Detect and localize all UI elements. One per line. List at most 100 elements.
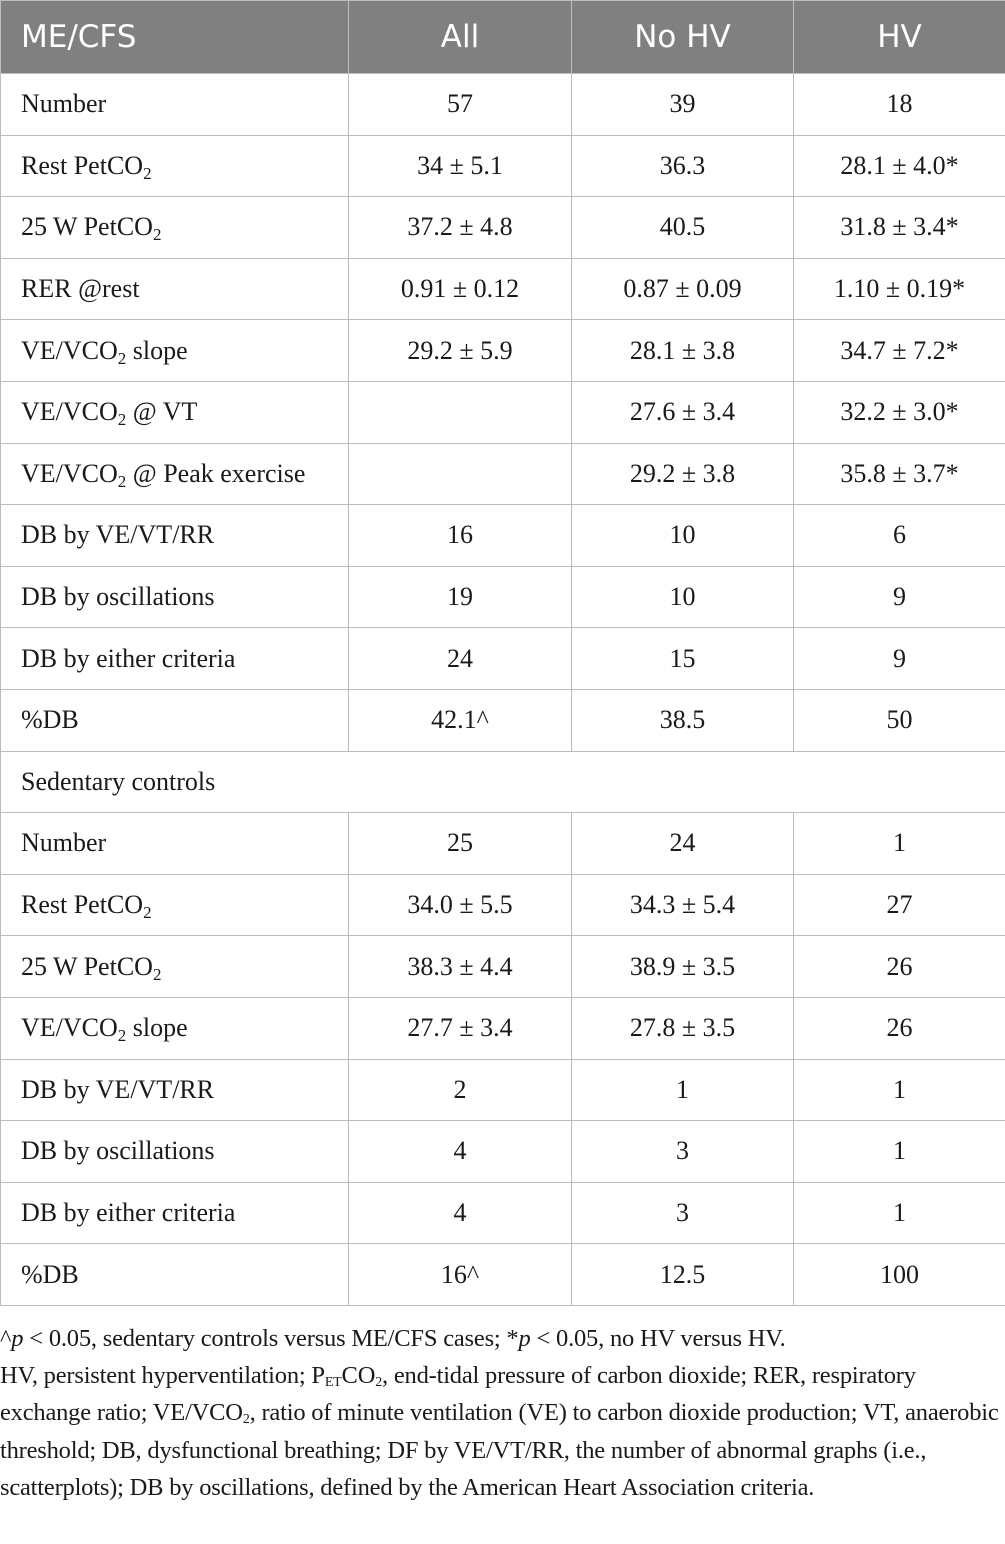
- cell-hv: 18: [793, 73, 1005, 136]
- row-label: 25 W PetCO2: [0, 935, 349, 998]
- cell-hv: 34.7 ± 7.2*: [793, 319, 1005, 382]
- cell-all: 25: [348, 812, 572, 875]
- cell-no-hv: 0.87 ± 0.09: [571, 257, 794, 321]
- cell-no-hv: 10: [571, 565, 794, 629]
- cell-all: 42.1^: [348, 688, 572, 752]
- table-row: %DB 42.1^ 38.5 50: [0, 688, 1005, 752]
- cell-hv: 1: [793, 812, 1005, 875]
- label-subscript: 2: [143, 903, 152, 923]
- row-label: %DB: [0, 688, 349, 752]
- label-subscript: 2: [143, 163, 152, 183]
- cell-all: [348, 442, 572, 506]
- cell-no-hv: 10: [571, 504, 794, 567]
- label-text: @ Peak exercise: [126, 458, 306, 488]
- cell-all: 27.7 ± 3.4: [348, 996, 572, 1060]
- row-label: 25 W PetCO2: [0, 196, 349, 259]
- fn-p: p: [11, 1324, 24, 1352]
- cell-no-hv: 27.6 ± 3.4: [571, 380, 794, 444]
- row-label: DB by VE/VT/RR: [0, 1058, 349, 1122]
- fn-sub: 2: [242, 1412, 250, 1428]
- label-text: DB by oscillations: [21, 582, 215, 612]
- cell-all: 4: [348, 1181, 572, 1245]
- label-text: DB by oscillations: [21, 1136, 215, 1166]
- label-text: @ VT: [126, 397, 198, 427]
- table-row: Number 57 39 18: [0, 73, 1005, 136]
- section-label: Sedentary controls: [0, 750, 1005, 814]
- row-label: DB by either criteria: [0, 1181, 349, 1245]
- table-row: VE/VCO2 slope 27.7 ± 3.4 27.8 ± 3.5 26: [0, 996, 1005, 1060]
- cell-no-hv: 40.5: [571, 196, 794, 259]
- row-label: %DB: [0, 1243, 349, 1306]
- row-label: DB by oscillations: [0, 565, 349, 629]
- table-row: Rest PetCO2 34 ± 5.1 36.3 28.1 ± 4.0*: [0, 134, 1005, 198]
- table-row: VE/VCO2 @ VT 27.6 ± 3.4 32.2 ± 3.0*: [0, 380, 1005, 444]
- cell-no-hv: 1: [571, 1058, 794, 1122]
- cell-all: 34 ± 5.1: [348, 134, 572, 198]
- row-label: Rest PetCO2: [0, 873, 349, 937]
- table-row: DB by either criteria 24 15 9: [0, 627, 1005, 690]
- label-text: Number: [21, 89, 107, 119]
- cell-hv: 1: [793, 1058, 1005, 1122]
- label-text: %DB: [21, 705, 79, 735]
- table-footnotes: ^p < 0.05, sedentary controls versus ME/…: [0, 1320, 1005, 1506]
- cell-no-hv: 12.5: [571, 1243, 794, 1306]
- cell-all: 19: [348, 565, 572, 629]
- label-text: Rest PetCO: [21, 890, 144, 920]
- row-label: VE/VCO2 slope: [0, 996, 349, 1060]
- label-text: slope: [126, 1013, 188, 1043]
- table-row: DB by VE/VT/RR 16 10 6: [0, 504, 1005, 567]
- label-subscript: 2: [117, 1026, 127, 1046]
- fn-sub: 2: [375, 1375, 382, 1391]
- row-label: RER @rest: [0, 257, 349, 321]
- fn-text: CO: [341, 1362, 376, 1390]
- cell-hv: 31.8 ± 3.4*: [793, 196, 1005, 259]
- cell-hv: 35.8 ± 3.7*: [793, 442, 1005, 506]
- label-text: %DB: [21, 1259, 79, 1289]
- header-all: All: [348, 0, 572, 74]
- cell-all: 38.3 ± 4.4: [348, 935, 572, 998]
- results-table: ME/CFS All No HV HV Number 57 39 18 Rest Pet…: [0, 0, 1005, 1306]
- label-text: VE/VCO: [21, 397, 118, 427]
- row-label: DB by oscillations: [0, 1120, 349, 1183]
- table-row: VE/VCO2 slope 29.2 ± 5.9 28.1 ± 3.8 34.7 ± …: [0, 319, 1005, 382]
- label-text: RER @rest: [21, 274, 140, 304]
- cell-hv: 26: [793, 935, 1005, 998]
- label-text: DB by VE/VT/RR: [21, 520, 215, 550]
- cell-all: 34.0 ± 5.5: [348, 873, 572, 937]
- cell-all: 4: [348, 1120, 572, 1183]
- cell-all: 16: [348, 504, 572, 567]
- cell-hv: 27: [793, 873, 1005, 937]
- cell-no-hv: 24: [571, 812, 794, 875]
- fn-text: < 0.05, sedentary controls versus ME/CFS…: [23, 1324, 519, 1352]
- row-label: VE/VCO2 @ VT: [0, 380, 349, 444]
- cell-no-hv: 27.8 ± 3.5: [571, 996, 794, 1060]
- cell-no-hv: 39: [571, 73, 794, 136]
- cell-hv: 28.1 ± 4.0*: [793, 134, 1005, 198]
- table-header-row: ME/CFS All No HV HV: [0, 0, 1005, 74]
- footnote-significance: ^p < 0.05, sedentary controls versus ME/…: [0, 1320, 1005, 1357]
- label-text: DB by either criteria: [21, 643, 236, 673]
- cell-no-hv: 29.2 ± 3.8: [571, 442, 794, 506]
- cell-hv: 6: [793, 504, 1005, 567]
- cell-hv: 50: [793, 688, 1005, 752]
- cell-hv: 32.2 ± 3.0*: [793, 380, 1005, 444]
- table-row: 25 W PetCO2 38.3 ± 4.4 38.9 ± 3.5 26: [0, 935, 1005, 998]
- cell-all: 37.2 ± 4.8: [348, 196, 572, 259]
- label-text: Rest PetCO: [21, 150, 144, 180]
- fn-text: ^: [0, 1324, 12, 1352]
- header-hv: HV: [793, 0, 1005, 74]
- fn-text: < 0.05, no HV versus HV.: [530, 1324, 786, 1352]
- label-subscript: 2: [117, 348, 127, 368]
- fn-sub: ET: [324, 1375, 342, 1391]
- cell-all: [348, 380, 572, 444]
- cell-all: 24: [348, 627, 572, 690]
- cell-no-hv: 34.3 ± 5.4: [571, 873, 794, 937]
- row-label: DB by either criteria: [0, 627, 349, 690]
- label-text: DB by VE/VT/RR: [21, 1074, 215, 1104]
- cell-hv: 26: [793, 996, 1005, 1060]
- cell-hv: 9: [793, 565, 1005, 629]
- table-row: Number 25 24 1: [0, 812, 1005, 875]
- label-text: VE/VCO: [21, 335, 118, 365]
- label-subscript: 2: [117, 410, 127, 430]
- row-label: DB by VE/VT/RR: [0, 504, 349, 567]
